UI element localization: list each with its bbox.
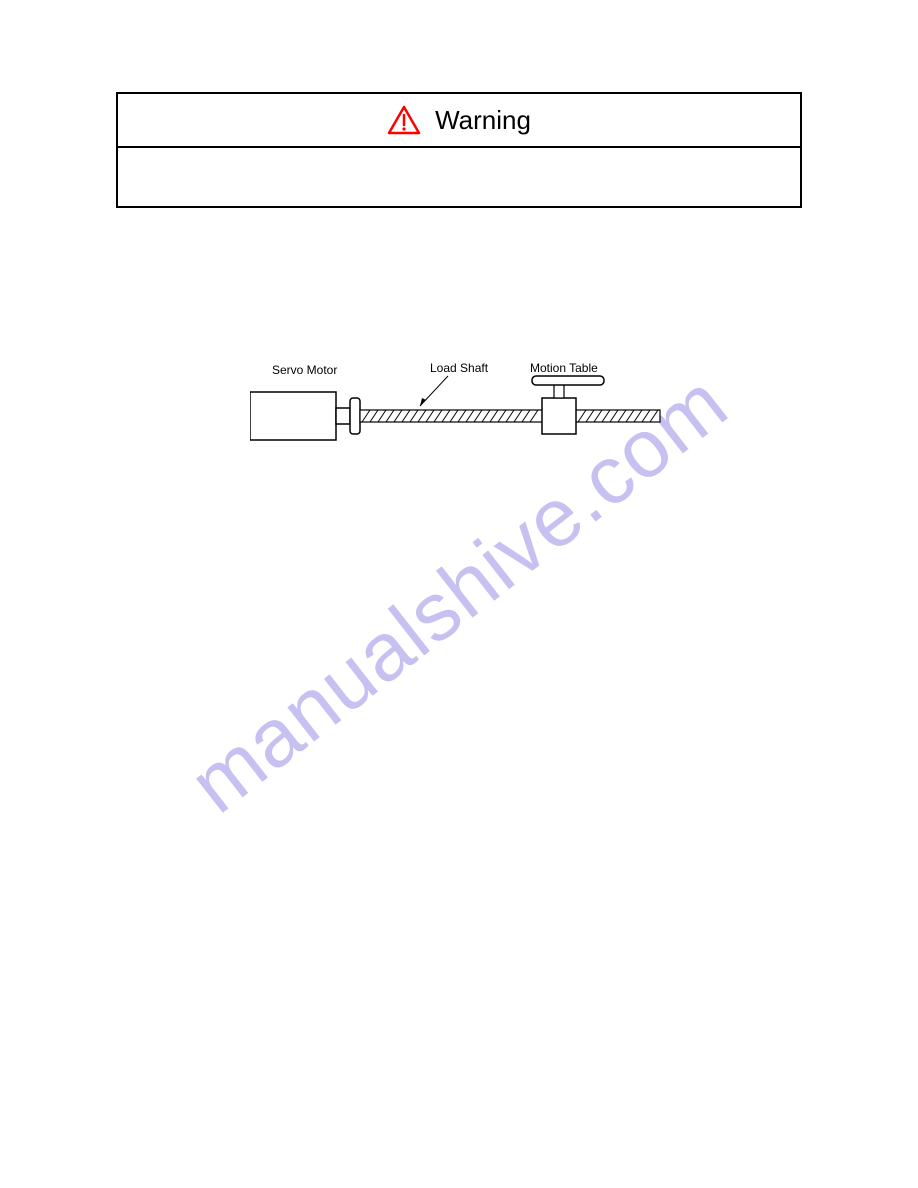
servo-motor-label: Servo Motor	[272, 363, 337, 377]
motion-table-top	[532, 376, 604, 385]
warning-box: Warning	[116, 92, 802, 208]
warning-body	[118, 148, 800, 206]
servo-motor-body	[250, 392, 336, 440]
table-stem	[554, 384, 564, 398]
coupling-flange	[350, 398, 360, 434]
nut-block	[542, 398, 576, 434]
warning-header: Warning	[118, 94, 800, 148]
load-shaft-label: Load Shaft	[430, 361, 489, 375]
motion-table-label: Motion Table	[530, 361, 598, 375]
shaft-stub	[336, 408, 350, 424]
servo-diagram: Servo Motor Load Shaft Motion Table	[250, 358, 680, 458]
warning-triangle-icon	[387, 105, 421, 135]
warning-label: Warning	[435, 105, 531, 136]
